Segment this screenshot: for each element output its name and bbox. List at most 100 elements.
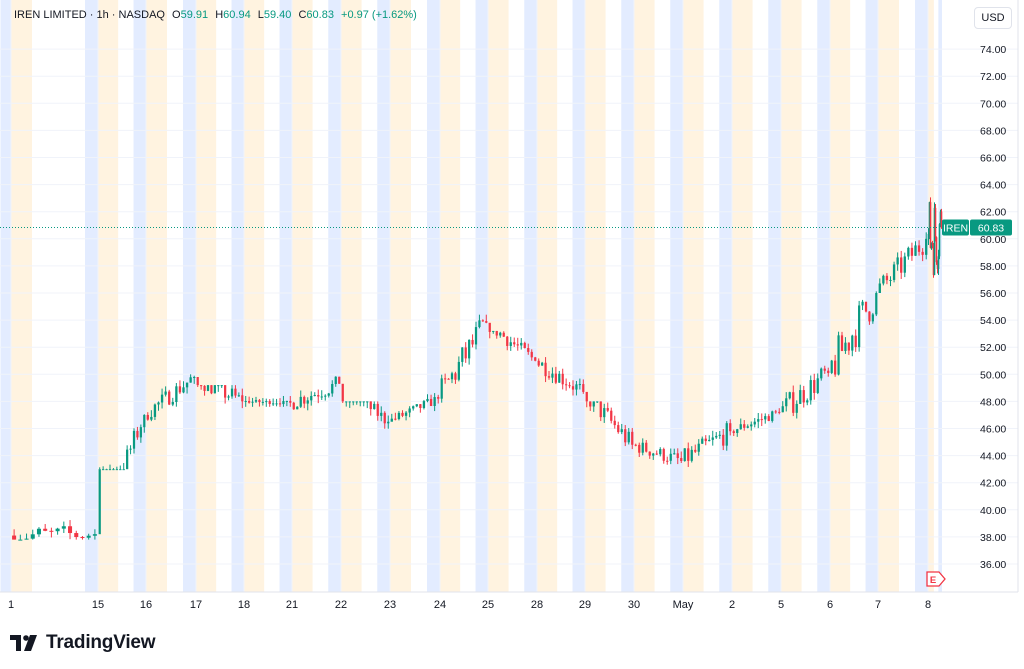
candle-body — [289, 400, 292, 403]
premarket-band — [830, 0, 851, 592]
candle-body — [419, 404, 422, 408]
candle-body — [652, 453, 655, 456]
candle-body — [935, 237, 938, 263]
candle-body — [669, 453, 672, 461]
afterhours-band — [925, 0, 928, 592]
afterhours-band — [477, 0, 488, 592]
candle-body — [61, 526, 66, 529]
candle-body — [285, 400, 288, 402]
candle-body — [362, 401, 365, 403]
y-tick-label: 72.00 — [980, 71, 1006, 83]
candle-body — [513, 342, 516, 345]
price-tag — [970, 219, 1012, 236]
low-label: L — [257, 9, 264, 21]
candle-body — [450, 373, 454, 380]
candle-body — [488, 322, 491, 332]
premarket-band — [292, 0, 313, 592]
symbol-tag — [942, 219, 969, 236]
price-axis[interactable]: 36.00 38.00 40.00 42.00 44.00 46.00 48.00 50.00… — [980, 44, 1006, 571]
afterhours-band — [185, 0, 196, 592]
candle-body — [146, 414, 149, 420]
afterhours-band — [623, 0, 634, 592]
candle-body — [722, 434, 725, 446]
candle-body — [213, 385, 216, 394]
afterhours-band — [87, 0, 98, 592]
candle-body — [938, 224, 941, 257]
candle-body — [126, 449, 129, 470]
candle-body — [429, 398, 433, 406]
candle-body — [241, 395, 244, 402]
candle-body — [816, 378, 819, 393]
candle-body — [823, 368, 826, 371]
candle-body — [30, 534, 35, 539]
candle-body — [523, 342, 526, 349]
candle-body — [753, 421, 756, 425]
y-tick-label: 68.00 — [980, 125, 1006, 137]
candle-body — [673, 453, 676, 455]
candle-body — [875, 293, 878, 315]
candle-body — [157, 402, 160, 405]
candle-body — [206, 385, 210, 391]
tradingview-logo[interactable]: TradingView — [10, 629, 156, 657]
candle-body — [454, 373, 457, 380]
candle-body — [771, 411, 774, 421]
candle-body — [196, 377, 199, 386]
candle-body — [485, 321, 488, 323]
x-tick-label: 24 — [434, 599, 446, 611]
candle-body — [701, 438, 704, 444]
y-tick-label: 64.00 — [980, 180, 1006, 192]
candle-body — [182, 387, 185, 393]
candle-body — [115, 469, 118, 471]
currency-button[interactable]: USD — [974, 7, 1012, 29]
candle-body — [422, 401, 426, 408]
candle-body — [936, 262, 939, 269]
symbol-legend[interactable]: IREN LIMITED · 1h · NASDAQ O59.91 H60.94… — [14, 9, 417, 21]
x-tick-label: 7 — [875, 599, 881, 611]
afterhours-band — [819, 0, 830, 592]
candle-body — [910, 247, 914, 256]
candle-body — [631, 431, 634, 445]
candle-body — [648, 451, 651, 456]
candle-body — [809, 380, 812, 401]
x-tick-label: 25 — [482, 599, 494, 611]
y-tick-label: 56.00 — [980, 288, 1006, 300]
candle-body — [921, 251, 924, 255]
candle-body — [415, 404, 418, 407]
candle-body — [729, 423, 732, 432]
y-tick-label: 52.00 — [980, 342, 1006, 354]
candle-body — [310, 395, 313, 401]
candle-body — [178, 386, 182, 393]
candle-body — [390, 418, 393, 422]
candle-body — [680, 458, 683, 462]
afterhours-band — [281, 0, 292, 592]
premarket-band — [146, 0, 167, 592]
candle-body — [530, 351, 533, 358]
candle-body — [334, 376, 337, 384]
y-tick-label: 66.00 — [980, 153, 1006, 165]
candle-body — [596, 401, 599, 403]
premarket-band — [244, 0, 265, 592]
candle-body — [160, 394, 164, 403]
grid-lines — [0, 0, 1018, 592]
candle-body — [200, 385, 203, 387]
earnings-event-label: E — [930, 575, 936, 586]
candle-body — [610, 410, 613, 421]
candle-body — [785, 398, 788, 407]
candle-body — [820, 368, 823, 379]
candle-body — [303, 396, 306, 404]
time-axis[interactable]: 1 15 16 17 18 21 22 23 24 25 28 29 30 May 2 5 6 7 8 — [8, 599, 931, 611]
candle-body — [592, 401, 595, 407]
candle-body — [481, 320, 484, 322]
earnings-event-icon[interactable]: E — [926, 571, 946, 587]
candle-body — [802, 390, 805, 403]
symbol-title[interactable]: IREN LIMITED · 1h · NASDAQ — [14, 9, 165, 21]
candle-body — [143, 414, 146, 428]
candle-body — [502, 332, 505, 337]
x-tick-label: 16 — [140, 599, 152, 611]
candle-body — [718, 434, 721, 436]
candle-body — [932, 245, 935, 275]
candle-body — [112, 469, 115, 471]
candle-body — [617, 425, 620, 433]
candle-body — [930, 242, 933, 248]
